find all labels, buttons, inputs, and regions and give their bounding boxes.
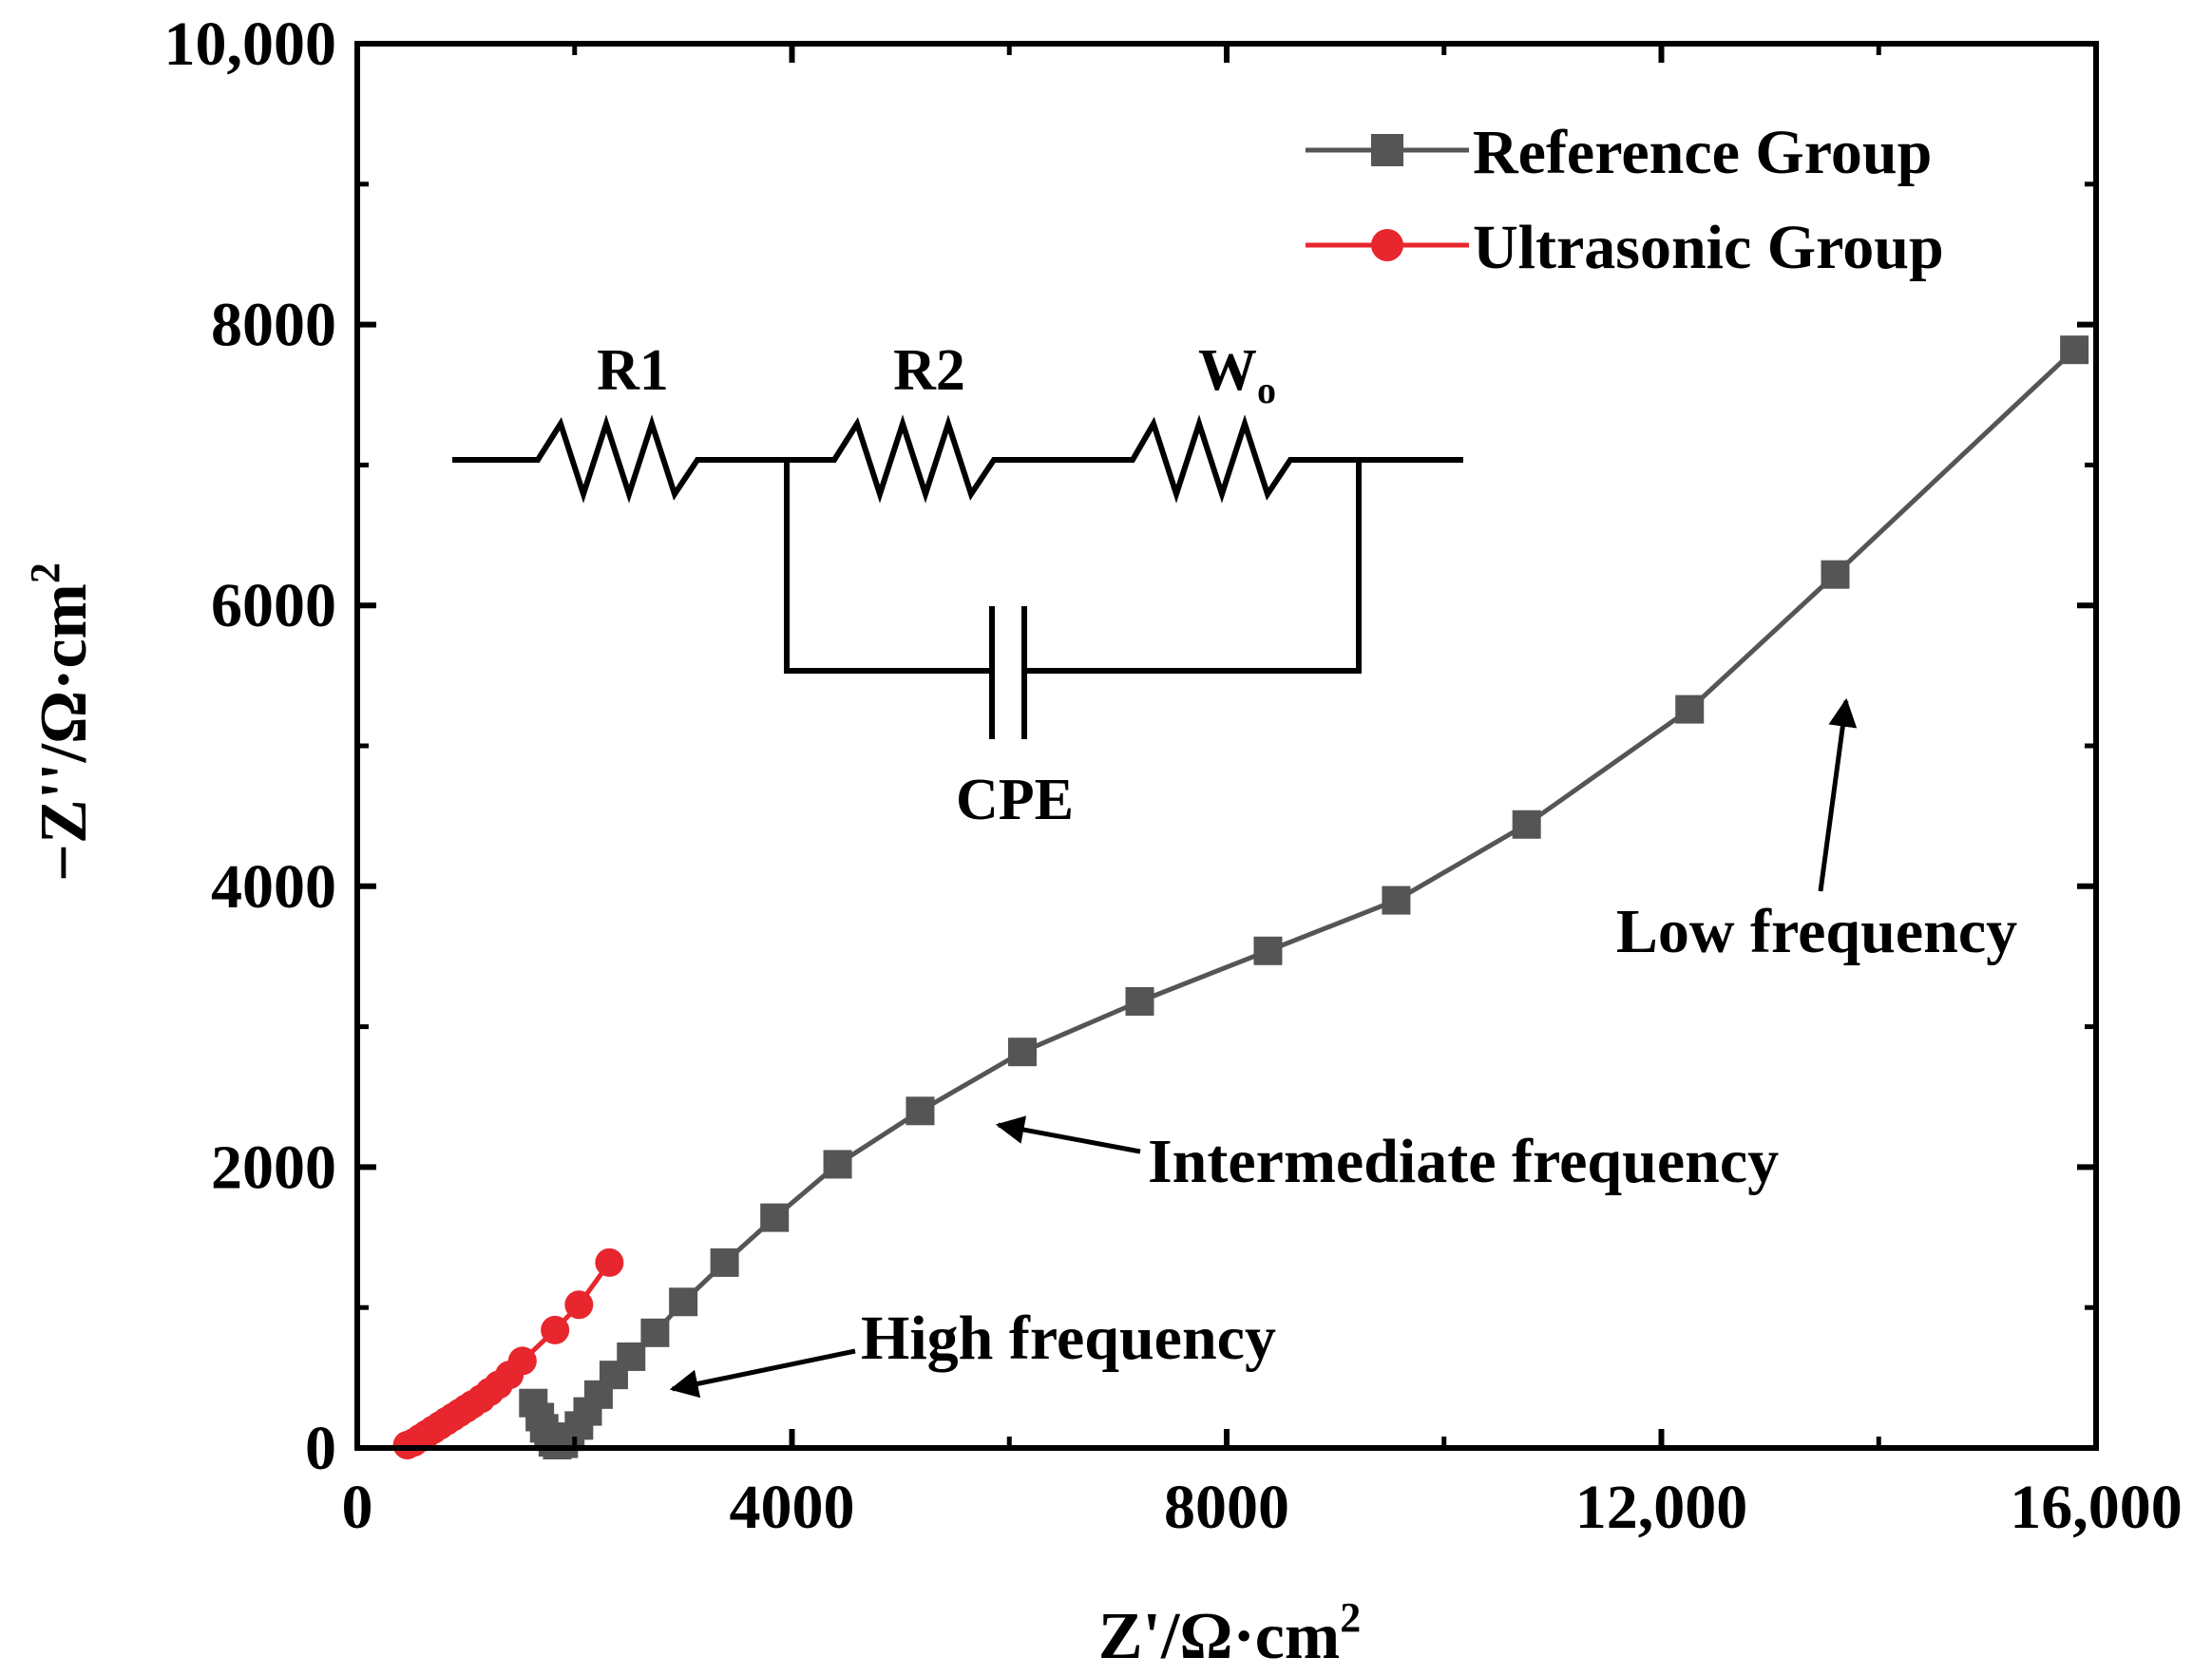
annotation-2: Low frequency bbox=[1616, 697, 2017, 966]
x-tick-label: 4000 bbox=[730, 1473, 855, 1542]
x-tick-label: 12,000 bbox=[1575, 1473, 1748, 1542]
circuit-main-wire bbox=[452, 414, 1463, 504]
data-point bbox=[2060, 335, 2089, 365]
wo-label: Wo bbox=[1198, 338, 1276, 411]
equivalent-circuit-inset bbox=[452, 414, 1463, 739]
y-axis-title-text: −Z''/Ω·cm bbox=[28, 583, 101, 882]
wo-label-sub: o bbox=[1257, 369, 1276, 411]
data-point bbox=[1253, 936, 1283, 965]
y-tick-label: 8000 bbox=[211, 291, 336, 360]
y-axis-title-sup: 2 bbox=[22, 562, 68, 583]
annotations: High frequency Intermediate frequency Low … bbox=[669, 697, 2017, 1399]
data-point bbox=[617, 1342, 646, 1371]
cpe-label: CPE bbox=[956, 768, 1074, 832]
r2-label: R2 bbox=[893, 338, 965, 403]
x-axis-title: Z'/Ω·cm2 bbox=[1098, 1594, 1361, 1673]
x-tick-label: 16,000 bbox=[2010, 1473, 2183, 1542]
ticks bbox=[354, 41, 2099, 1451]
y-tick-label: 0 bbox=[305, 1414, 336, 1483]
legend-label-ultrasonic: Ultrasonic Group bbox=[1473, 213, 1944, 282]
legend-label-reference: Reference Group bbox=[1473, 118, 1932, 187]
x-axis-title-sup: 2 bbox=[1340, 1594, 1361, 1641]
data-point bbox=[1382, 886, 1411, 915]
annotation-arrow bbox=[1818, 697, 1858, 892]
x-tick-label: 8000 bbox=[1164, 1473, 1289, 1542]
legend-marker-ultrasonic bbox=[1371, 229, 1403, 261]
annotation-1: Intermediate frequency bbox=[995, 1115, 1779, 1196]
data-point bbox=[1125, 986, 1154, 1016]
data-point bbox=[640, 1318, 670, 1347]
legend: Reference Group Ultrasonic Group bbox=[1306, 118, 1944, 282]
circuit-parallel-branch-right bbox=[1024, 460, 1362, 674]
data-point bbox=[1821, 560, 1850, 589]
x-axis-title-text: Z'/Ω·cm bbox=[1098, 1600, 1340, 1673]
data-point bbox=[541, 1315, 570, 1344]
series-layer bbox=[392, 335, 2089, 1460]
y-tick-label: 2000 bbox=[211, 1133, 336, 1202]
y-tick-label: 4000 bbox=[211, 852, 336, 922]
data-point bbox=[1007, 1038, 1037, 1067]
data-point bbox=[564, 1290, 594, 1320]
data-point bbox=[906, 1096, 935, 1126]
data-point bbox=[669, 1287, 698, 1317]
wo-label-main: W bbox=[1198, 338, 1257, 403]
annotation-0: High frequency bbox=[669, 1304, 1276, 1399]
y-axis-title: −Z''/Ω·cm2 bbox=[22, 562, 101, 882]
annotation-label: High frequency bbox=[861, 1304, 1276, 1373]
y-tick-label: 6000 bbox=[211, 571, 336, 640]
data-point bbox=[760, 1203, 790, 1232]
annotation-label: Low frequency bbox=[1616, 897, 2017, 966]
data-point bbox=[710, 1247, 739, 1277]
y-tick-label: 10,000 bbox=[164, 10, 337, 79]
data-point bbox=[507, 1346, 537, 1376]
legend-marker-reference bbox=[1371, 134, 1403, 166]
x-tick-label: 0 bbox=[342, 1473, 373, 1542]
data-point bbox=[1675, 695, 1705, 724]
data-point bbox=[1512, 809, 1541, 839]
r1-label: R1 bbox=[597, 338, 669, 403]
series-1 bbox=[392, 1247, 624, 1460]
annotation-label: Intermediate frequency bbox=[1148, 1127, 1779, 1196]
annotation-arrow bbox=[995, 1115, 1141, 1154]
data-point bbox=[823, 1150, 852, 1179]
circuit-parallel-branch bbox=[784, 460, 992, 674]
series-0 bbox=[519, 335, 2089, 1460]
data-point bbox=[595, 1247, 624, 1277]
annotation-arrow bbox=[669, 1348, 856, 1399]
tick-labels: 0 4000 8000 12,000 16,000 0 2000 4000 6000 8000 10… bbox=[164, 10, 2183, 1542]
